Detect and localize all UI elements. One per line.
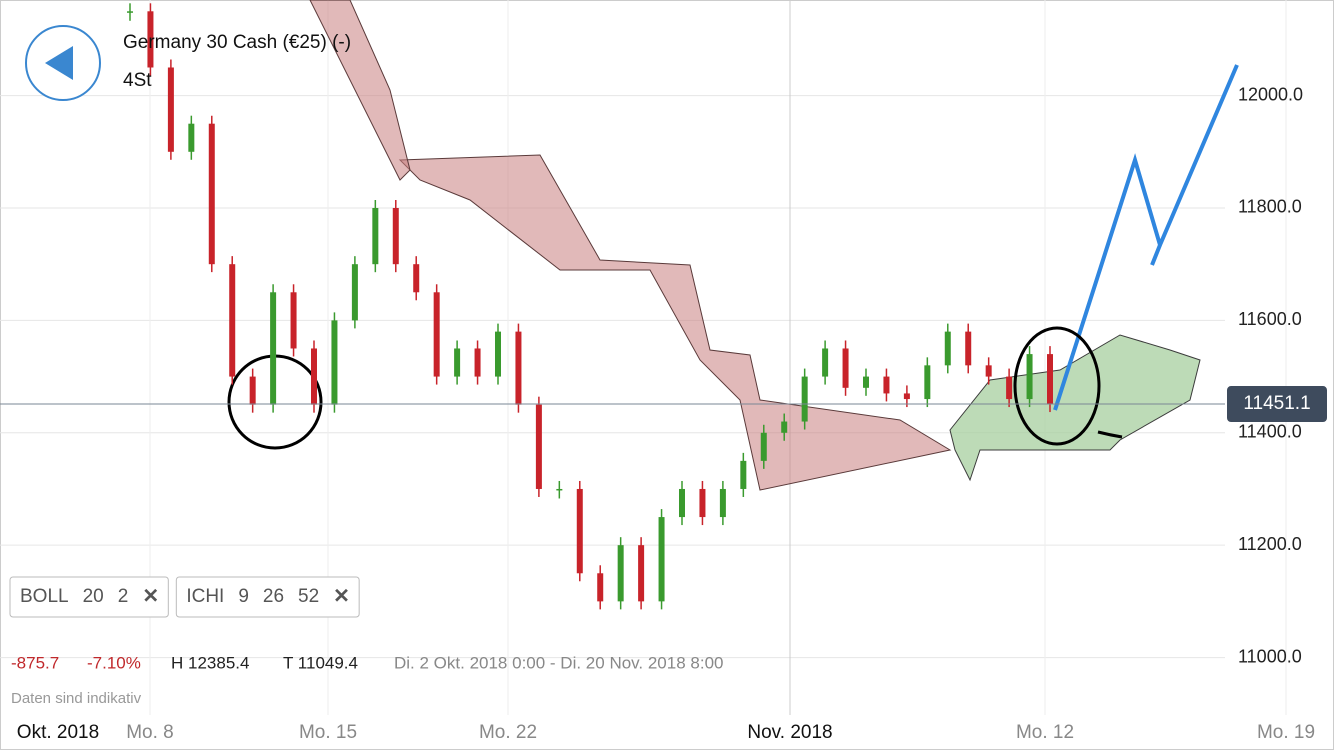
y-tick-label: 11800.0 <box>1238 197 1302 217</box>
drawn-circle <box>1013 326 1101 446</box>
candle <box>760 432 767 461</box>
candle <box>167 67 174 152</box>
candle <box>781 421 788 433</box>
candle <box>658 517 665 602</box>
candle <box>597 573 604 602</box>
x-label: Nov. 2018 <box>747 722 832 743</box>
x-label: Mo. 22 <box>479 722 537 743</box>
chip-text: 9 <box>238 586 249 607</box>
candle <box>392 207 399 265</box>
instrument-title: Germany 30 Cash (€25) (-) <box>123 32 351 53</box>
ichimoku-cloud-red <box>398 154 952 491</box>
candle <box>1047 354 1053 405</box>
candle <box>229 264 236 377</box>
candle <box>699 488 706 518</box>
candle <box>433 292 440 377</box>
plot <box>127 0 1239 610</box>
candle <box>617 545 624 602</box>
candle <box>1026 354 1033 400</box>
chip-text: BOLL <box>20 586 69 607</box>
y-tick-label: 11600.0 <box>1238 309 1302 329</box>
indicator-chip[interactable]: BOLL 20 2 ✕ <box>9 576 169 618</box>
x-label: Mo. 8 <box>126 722 174 743</box>
candle <box>535 404 542 489</box>
y-tick-label: 11000.0 <box>1238 646 1302 666</box>
candle <box>679 488 685 518</box>
candle <box>413 264 420 293</box>
candle <box>127 11 133 13</box>
candle <box>576 488 583 574</box>
chip-text: 26 <box>263 586 284 607</box>
candle <box>985 365 992 377</box>
x-label: Mo. 15 <box>299 722 357 743</box>
ichimoku-cloud-green <box>949 334 1201 482</box>
high: H 12385.4 <box>171 653 249 672</box>
chip-box[interactable] <box>175 576 360 618</box>
back-button[interactable] <box>25 25 101 101</box>
candle <box>372 207 379 265</box>
candle <box>474 348 481 377</box>
candle <box>903 393 910 400</box>
candle <box>351 264 358 321</box>
candle <box>454 348 461 377</box>
candle <box>556 488 563 491</box>
candle <box>822 348 829 377</box>
x-label: Okt. 2018 <box>17 722 99 743</box>
candle <box>515 331 522 405</box>
x-label: Mo. 12 <box>1016 722 1074 743</box>
drawn-stroke <box>1097 430 1123 439</box>
disclaimer: Daten sind indikativ <box>11 690 142 707</box>
candle <box>740 460 747 489</box>
back-arrow[interactable] <box>45 46 73 80</box>
candle <box>719 488 726 518</box>
chip-text: 20 <box>83 586 104 607</box>
x-label: Mo. 19 <box>1257 722 1315 743</box>
last-price-box <box>1227 386 1327 423</box>
low: T 11049.4 <box>283 653 358 672</box>
interval: 4St <box>123 70 152 91</box>
candle <box>801 376 808 422</box>
change: -875.7 <box>11 653 59 672</box>
candle <box>290 292 297 349</box>
y-tick-label: 11200.0 <box>1238 534 1302 554</box>
drawn-projection <box>1053 64 1239 411</box>
candle <box>311 348 317 405</box>
candle <box>944 331 951 366</box>
y-tick-label: 12000.0 <box>1238 84 1303 104</box>
candle <box>208 123 215 265</box>
chip-close[interactable]: ✕ <box>333 585 350 607</box>
candle <box>924 365 931 400</box>
candle <box>883 376 890 394</box>
indicator-chip[interactable]: ICHI 9 26 52 ✕ <box>175 576 360 618</box>
ichimoku-cloud-red <box>309 0 411 181</box>
chip-text: ICHI <box>186 586 224 607</box>
candles <box>127 3 1053 610</box>
y-tick-label: 11400.0 <box>1238 422 1302 442</box>
candle <box>188 123 195 152</box>
last-price-label: 11451.1 <box>1243 393 1310 414</box>
change-pct: -7.10% <box>87 653 141 672</box>
candle <box>495 331 501 377</box>
candle <box>249 376 256 405</box>
chip-box[interactable] <box>9 576 169 618</box>
candle <box>147 11 154 68</box>
candle <box>270 292 277 405</box>
chip-text: 52 <box>298 586 319 607</box>
candle <box>842 348 849 388</box>
candle <box>863 376 869 388</box>
candle <box>965 331 972 366</box>
date-range: Di. 2 Okt. 2018 0:00 - Di. 20 Nov. 2018 … <box>394 653 723 672</box>
chip-text: 2 <box>118 586 129 607</box>
candle <box>331 320 338 405</box>
chip-close[interactable]: ✕ <box>142 585 159 607</box>
candle <box>638 545 645 602</box>
candle <box>1006 376 1013 400</box>
